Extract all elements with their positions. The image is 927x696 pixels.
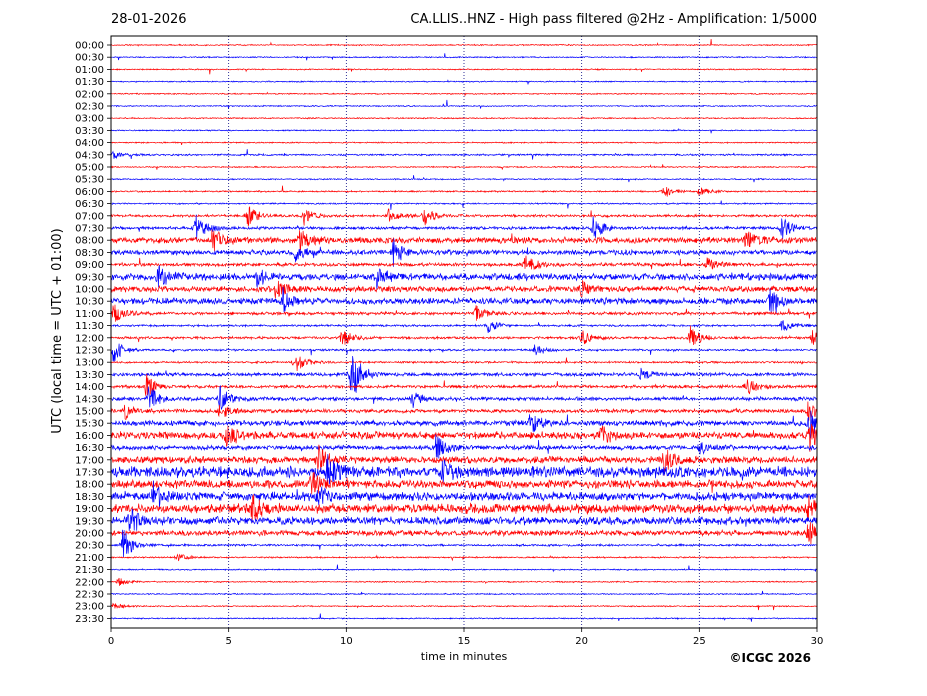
y-tick-label: 17:30	[75, 468, 104, 479]
y-tick-label: 03:30	[75, 126, 104, 137]
y-tick-label: 15:00	[75, 407, 104, 418]
y-tick-label: 12:30	[75, 346, 104, 357]
chart-date: 28-01-2026	[111, 12, 187, 27]
trace-2130	[111, 564, 817, 573]
trace-1100	[111, 304, 817, 322]
y-tick-label: 18:00	[75, 480, 104, 491]
trace-2330	[111, 613, 817, 622]
y-tick-label: 02:30	[75, 102, 104, 113]
y-tick-label: 03:00	[75, 114, 104, 125]
x-tick-label: 5	[225, 636, 231, 647]
trace-2200	[111, 577, 817, 586]
x-tick-label: 0	[108, 636, 114, 647]
plot-frame	[110, 35, 818, 629]
y-tick-label: 04:00	[75, 138, 104, 149]
y-tick-label: 04:30	[75, 150, 104, 161]
trace-0330	[111, 128, 817, 134]
trace-1130	[111, 320, 817, 334]
trace-2100	[111, 553, 817, 562]
y-tick-label: 11:00	[75, 309, 104, 320]
y-tick-label: 01:00	[75, 65, 104, 76]
x-tick-label: 20	[575, 636, 588, 647]
copyright-notice: ©ICGC 2026	[729, 651, 811, 665]
y-tick-label: 00:30	[75, 53, 104, 64]
x-axis-label: time in minutes	[421, 650, 508, 663]
y-tick-label: 13:30	[75, 370, 104, 381]
y-tick-label: 21:30	[75, 565, 104, 576]
trace-0630	[111, 200, 817, 210]
y-tick-label: 19:00	[75, 504, 104, 515]
y-tick-label: 10:00	[75, 285, 104, 296]
y-axis-label: UTC (local time = UTC + 01:00)	[50, 228, 65, 433]
trace-1200	[111, 325, 817, 346]
y-tick-label: 20:00	[75, 529, 104, 540]
y-tick-label: 09:00	[75, 260, 104, 271]
y-tick-label: 21:00	[75, 553, 104, 564]
x-tick-label: 25	[693, 636, 706, 647]
y-tick-label: 08:30	[75, 248, 104, 259]
y-tick-label: 20:30	[75, 541, 104, 552]
y-tick-label: 12:00	[75, 333, 104, 344]
trace-0300	[111, 115, 817, 120]
y-tick-label: 14:30	[75, 394, 104, 405]
y-tick-label: 09:30	[75, 272, 104, 283]
trace-0430	[111, 149, 817, 160]
y-tick-label: 06:00	[75, 187, 104, 198]
trace-2030	[111, 529, 817, 558]
y-tick-label: 23:00	[75, 602, 104, 613]
trace-0600	[111, 185, 817, 197]
y-tick-label: 10:30	[75, 297, 104, 308]
x-tick-label: 30	[811, 636, 824, 647]
x-axis: 0 5 10 15 20 25 30	[108, 628, 824, 647]
trace-0130	[111, 79, 817, 85]
y-tick-label: 22:30	[75, 590, 104, 601]
trace-1300	[111, 356, 817, 372]
y-tick-label: 16:00	[75, 431, 104, 442]
y-tick-label: 08:00	[75, 236, 104, 247]
y-tick-label: 18:30	[75, 492, 104, 503]
y-tick-label: 11:30	[75, 321, 104, 332]
y-tick-label: 22:00	[75, 577, 104, 588]
trace-0530	[111, 175, 817, 183]
y-tick-label: 23:30	[75, 614, 104, 625]
y-tick-label: 05:30	[75, 175, 104, 186]
y-tick-label: 16:30	[75, 443, 104, 454]
y-tick-label: 19:30	[75, 516, 104, 527]
y-tick-label: 15:30	[75, 419, 104, 430]
y-tick-label: 07:00	[75, 211, 104, 222]
y-tick-label: 02:00	[75, 89, 104, 100]
x-gridlines	[228, 36, 700, 628]
y-tick-label: 05:00	[75, 163, 104, 174]
trace-0730	[111, 214, 817, 240]
chart-title: CA.LLIS..HNZ - High pass filtered @2Hz -…	[410, 12, 817, 27]
trace-0400	[111, 141, 817, 145]
y-tick-label: 01:30	[75, 77, 104, 88]
y-tick-label: 13:00	[75, 358, 104, 369]
y-tick-label: 14:00	[75, 382, 104, 393]
x-tick-label: 15	[458, 636, 471, 647]
trace-0230	[111, 99, 817, 109]
y-tick-label: 17:00	[75, 455, 104, 466]
y-tick-label: 06:30	[75, 199, 104, 210]
trace-1230	[111, 343, 817, 362]
trace-1000	[111, 279, 817, 299]
x-tick-label: 10	[340, 636, 353, 647]
trace-0500	[111, 164, 817, 170]
trace-1700	[111, 444, 817, 476]
y-tick-label: 00:00	[75, 41, 104, 52]
y-tick-label: 07:30	[75, 224, 104, 235]
